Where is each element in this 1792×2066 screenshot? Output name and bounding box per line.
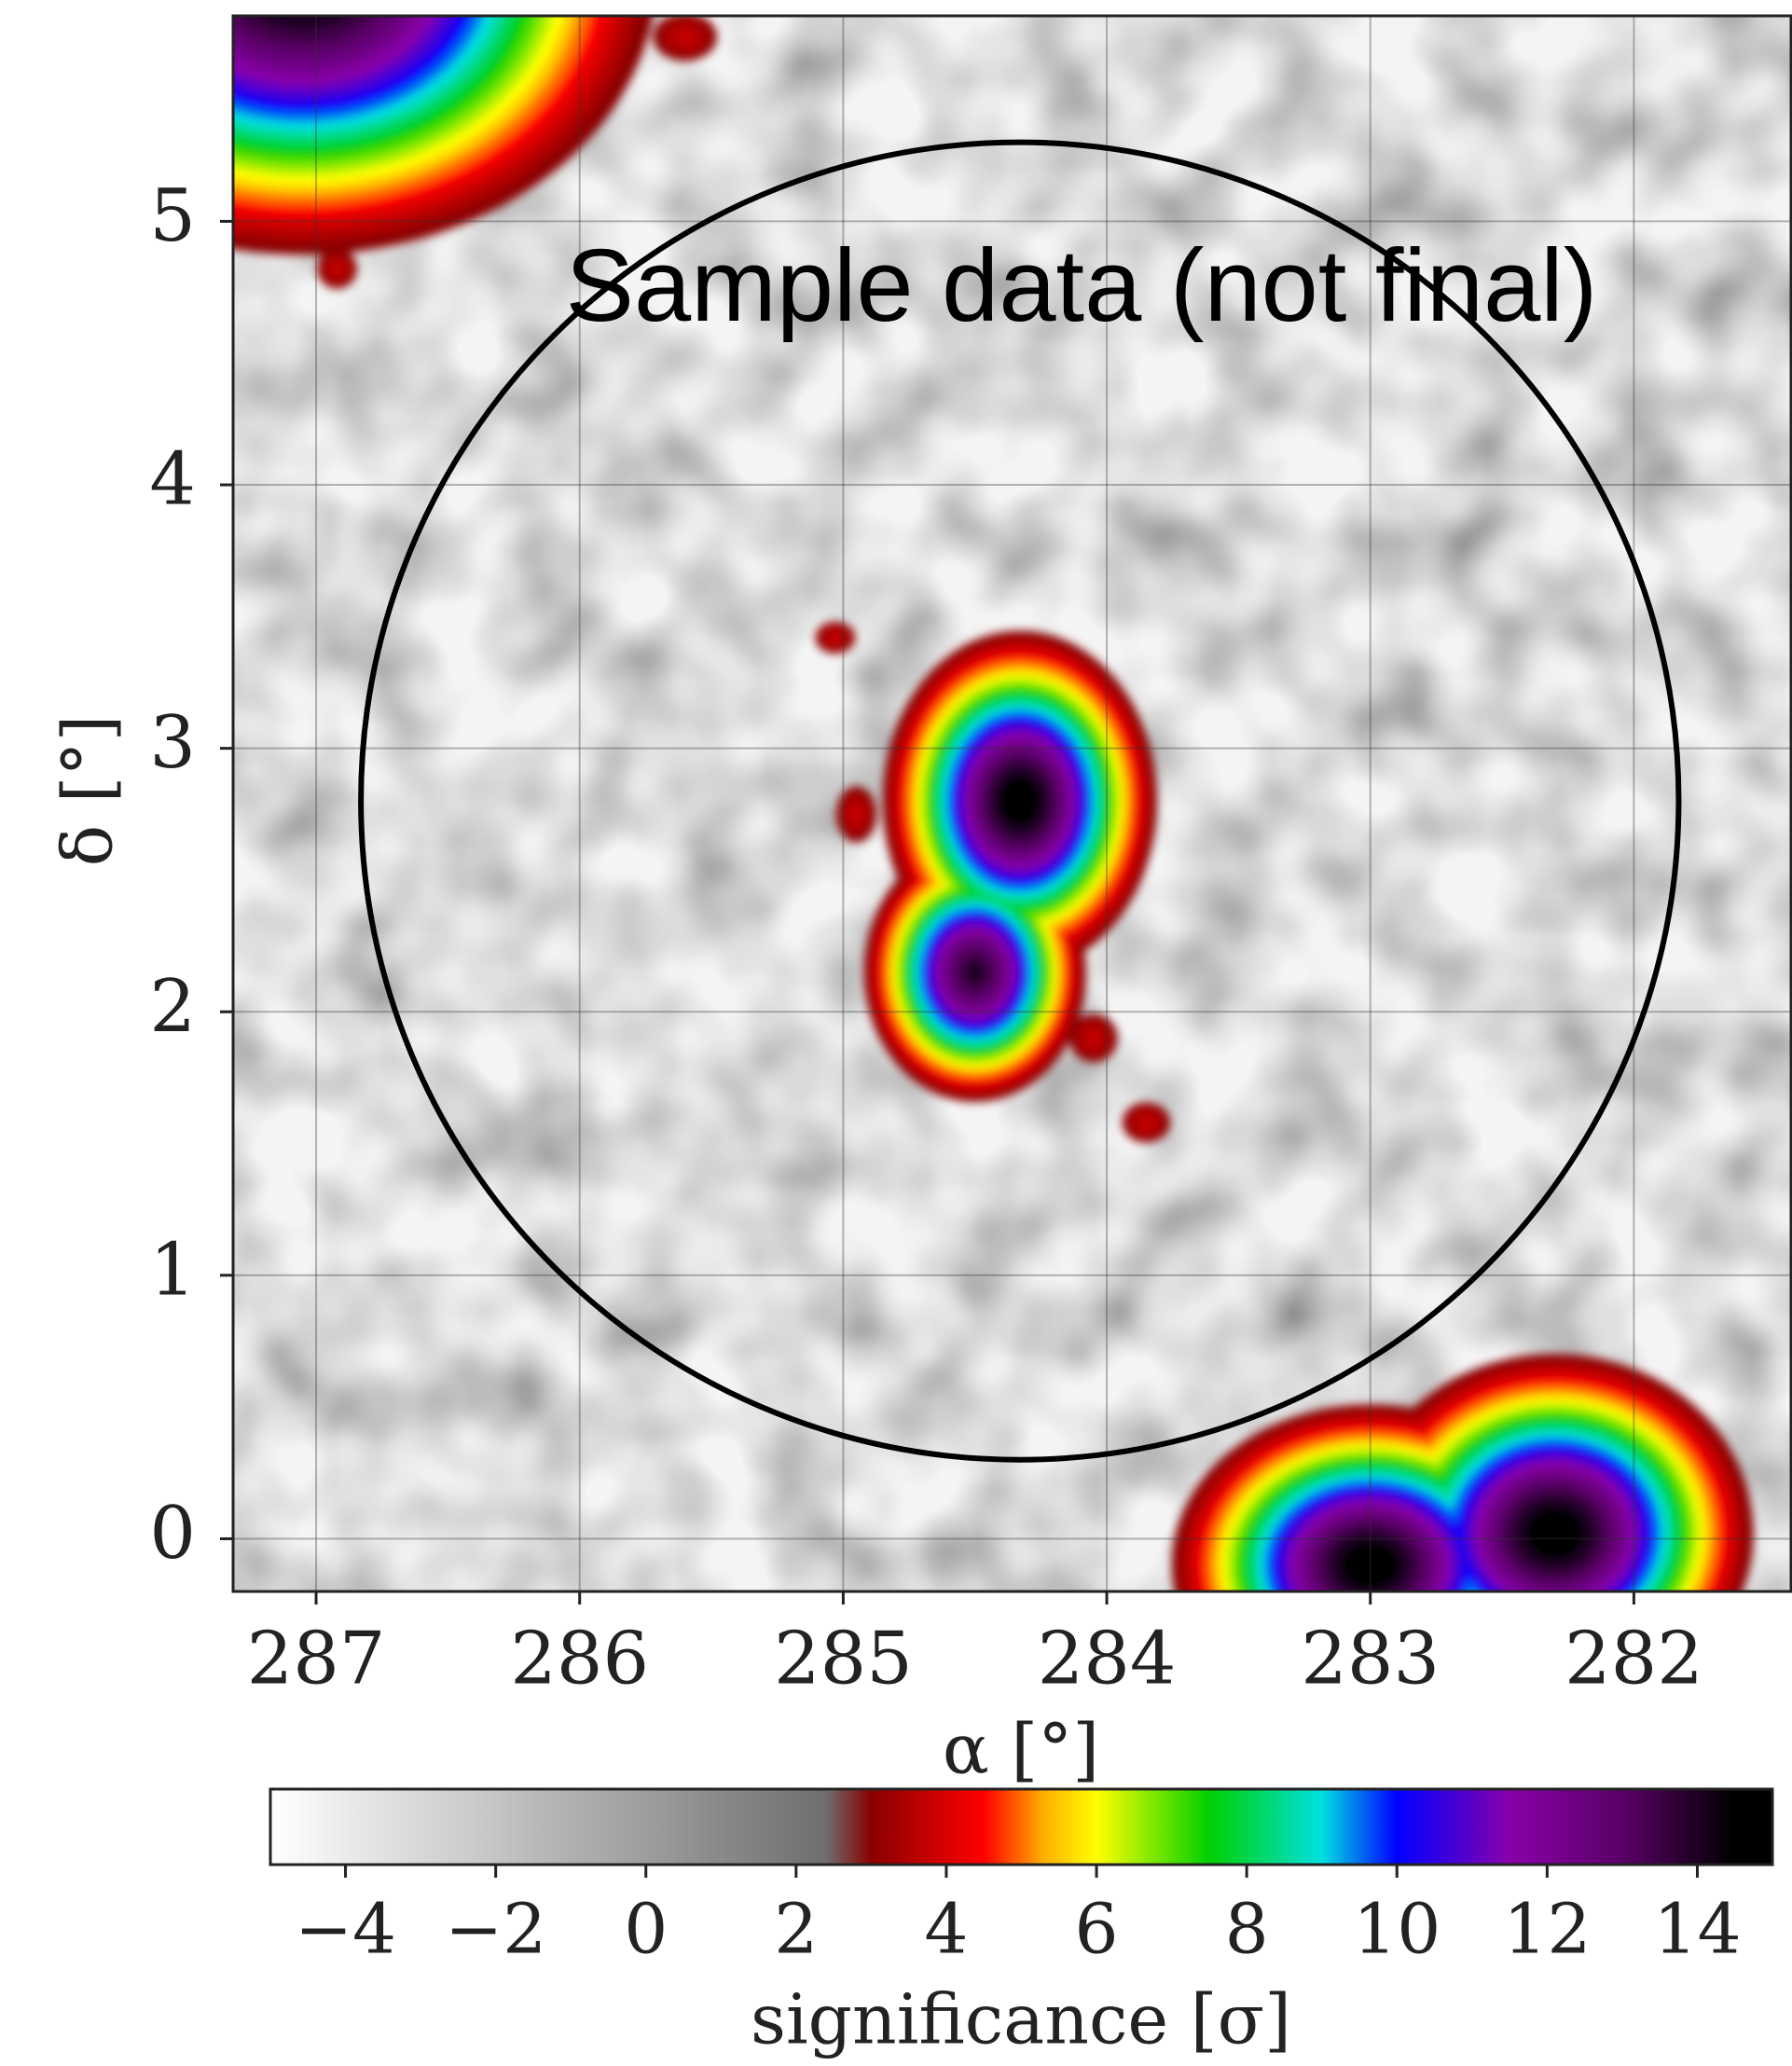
x-tick-label: 284 — [1038, 1618, 1177, 1701]
x-tick-label: 286 — [510, 1618, 649, 1701]
colorbar-tick-label: 6 — [1075, 1889, 1119, 1969]
y-tick-label: 0 — [149, 1492, 196, 1576]
source-contour — [1089, 1033, 1098, 1042]
y-tick-label: 5 — [149, 174, 196, 258]
colorbar-tick-label: 2 — [774, 1889, 818, 1969]
colorbar-tick-label: 10 — [1353, 1889, 1440, 1969]
y-tick-label: 2 — [149, 965, 196, 1049]
y-tick-label: 1 — [149, 1228, 196, 1312]
source-contour — [966, 961, 985, 984]
colorbar-tick-label: −2 — [445, 1889, 546, 1969]
source-contour — [252, 0, 354, 12]
colorbar — [270, 1789, 1772, 1865]
colorbar-tick-label: 14 — [1653, 1889, 1741, 1969]
colorbar-tick-label: 12 — [1503, 1889, 1591, 1969]
x-tick-label: 282 — [1565, 1618, 1703, 1701]
x-tick-label: 285 — [774, 1618, 913, 1701]
source-contour — [1141, 1119, 1151, 1126]
y-tick-label: 4 — [149, 438, 196, 522]
x-axis-label: α [°] — [943, 1709, 1099, 1789]
source-contour — [852, 808, 860, 820]
colorbar-tick-label: 4 — [924, 1889, 968, 1969]
y-axis-label: δ [°] — [48, 715, 128, 867]
colorbar-tick-label: −4 — [295, 1889, 396, 1969]
source-contour — [1008, 787, 1031, 816]
colorbar-tick-label: 0 — [624, 1889, 668, 1969]
source-contour — [1538, 1519, 1572, 1549]
source-contour — [832, 635, 839, 641]
source-contour — [333, 265, 340, 272]
annotation: Sample data (not final) — [566, 228, 1598, 343]
x-tick-label: 283 — [1301, 1618, 1440, 1701]
colorbar-label: significance [σ] — [751, 1979, 1291, 2059]
x-tick-label: 287 — [247, 1618, 386, 1701]
y-tick-label: 3 — [149, 701, 196, 785]
source-contour — [679, 33, 692, 42]
colorbar-tick-label: 8 — [1225, 1889, 1269, 1969]
